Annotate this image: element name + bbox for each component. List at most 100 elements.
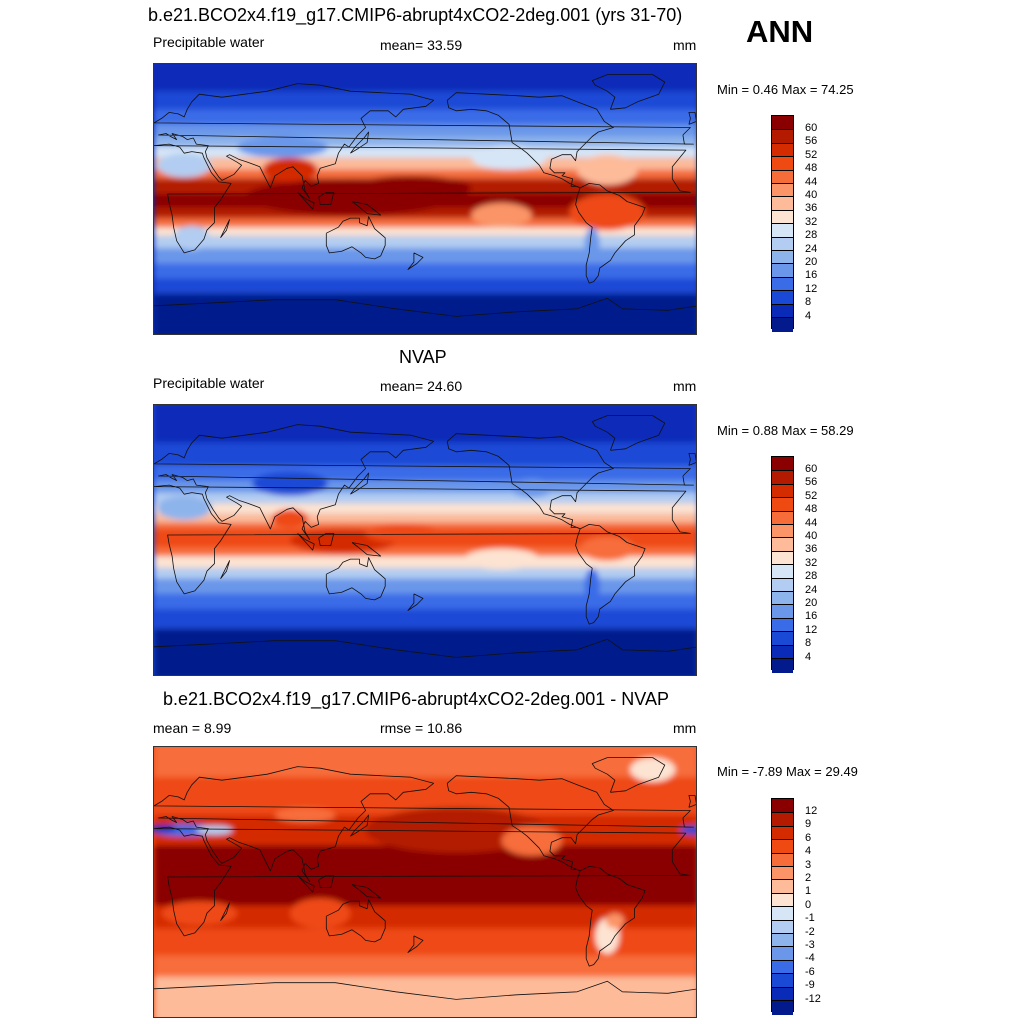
colorbar-tick-label: 44 bbox=[805, 175, 818, 188]
colorbar-tick-label: 36 bbox=[805, 543, 818, 556]
panel-model-map bbox=[153, 63, 697, 335]
colorbar-swatch bbox=[772, 631, 793, 647]
field-blob bbox=[252, 471, 328, 496]
colorbar-box bbox=[771, 456, 794, 673]
field-band bbox=[154, 442, 696, 466]
coastline-path bbox=[154, 638, 696, 658]
colorbar-swatch bbox=[772, 591, 793, 606]
colorbar-swatch bbox=[772, 866, 793, 881]
coastline-path bbox=[297, 875, 315, 893]
field-band bbox=[154, 169, 696, 179]
colorbar-swatch bbox=[772, 550, 793, 566]
colorbar-tick-label: -1 bbox=[805, 912, 815, 925]
panel-obs-variable-label: Precipitable water bbox=[153, 375, 265, 391]
colorbar-tick-label: 20 bbox=[805, 255, 818, 268]
colorbar-tick-label: 40 bbox=[805, 529, 818, 542]
panel-obs-minmax: Min = 0.88 Max = 58.29 bbox=[717, 423, 854, 438]
colorbar-swatch bbox=[772, 825, 793, 841]
colorbar-swatch bbox=[772, 604, 793, 620]
colorbar-swatch bbox=[772, 497, 793, 513]
coastline-path bbox=[325, 216, 386, 260]
coastline-path bbox=[154, 826, 691, 937]
coastline-path bbox=[688, 453, 696, 466]
field-blob bbox=[157, 495, 212, 520]
field-blob bbox=[577, 154, 638, 185]
field-blob bbox=[580, 536, 635, 561]
field-band bbox=[154, 136, 696, 148]
colorbar-swatch bbox=[772, 658, 793, 673]
colorbar-swatch bbox=[772, 510, 793, 526]
colorbar-tick-label: 3 bbox=[805, 858, 812, 871]
coastline-path bbox=[318, 875, 335, 888]
coastline-path bbox=[591, 415, 666, 451]
colorbar-swatch bbox=[772, 879, 793, 895]
colorbar-tick-label: 44 bbox=[805, 516, 818, 529]
colorbar-swatch bbox=[772, 156, 793, 172]
colorbar-tick-label: 52 bbox=[805, 489, 818, 502]
field-blob bbox=[471, 203, 532, 228]
colorbar-tick-label: 48 bbox=[805, 503, 818, 516]
colorbar-swatch bbox=[772, 250, 793, 265]
coastline-path bbox=[318, 192, 335, 205]
colorbar-tick-label: 28 bbox=[805, 570, 818, 583]
field-blob bbox=[630, 757, 676, 782]
colorbar-swatch bbox=[772, 986, 793, 1002]
colorbar-swatch bbox=[772, 129, 793, 145]
field-band bbox=[154, 955, 696, 977]
field-band bbox=[154, 109, 696, 125]
colorbar-swatch bbox=[772, 290, 793, 306]
colorbar-swatch bbox=[772, 142, 793, 158]
panel-obs-mean-label: mean= 24.60 bbox=[380, 378, 463, 394]
colorbar-box bbox=[771, 798, 794, 1015]
colorbar-tick-label: 28 bbox=[805, 229, 818, 242]
coastline-path bbox=[575, 866, 646, 967]
colorbar-swatch bbox=[772, 236, 793, 252]
colorbar-tick-label: 24 bbox=[805, 583, 818, 596]
field-blob bbox=[365, 524, 442, 543]
colorbar-swatch bbox=[772, 577, 793, 593]
field-band bbox=[154, 236, 696, 249]
colorbar-tick-label: 12 bbox=[805, 623, 818, 636]
colorbar-tick-label: 52 bbox=[805, 148, 818, 161]
colorbar-tick-label: 2 bbox=[805, 871, 812, 884]
panel-diff-units-label: mm bbox=[673, 720, 697, 736]
colorbar-box bbox=[771, 115, 794, 332]
field-band bbox=[154, 278, 696, 294]
coastline-path bbox=[351, 201, 382, 216]
coastline-path bbox=[591, 757, 666, 793]
field-blob bbox=[569, 193, 646, 231]
field-layer bbox=[154, 405, 696, 675]
field-blob bbox=[274, 807, 336, 823]
coastline-path bbox=[325, 557, 386, 601]
field-blob bbox=[463, 548, 540, 570]
field-band bbox=[154, 976, 696, 1017]
colorbar-tick-label: -3 bbox=[805, 938, 815, 951]
field-band bbox=[154, 218, 696, 228]
colorbar-swatch bbox=[772, 317, 793, 332]
colorbar-tick-label: 4 bbox=[805, 650, 812, 663]
colorbar-tick-label: -2 bbox=[805, 925, 815, 938]
colorbar-tick-label: 36 bbox=[805, 202, 818, 215]
field-band bbox=[154, 513, 696, 523]
colorbar-tick-label: 1 bbox=[805, 885, 812, 898]
colorbar-swatch bbox=[772, 483, 793, 499]
coastlines bbox=[154, 415, 696, 658]
field-band bbox=[154, 293, 696, 334]
colorbar-swatch bbox=[772, 812, 793, 828]
colorbar-swatch bbox=[772, 973, 793, 989]
colorbar-swatch bbox=[772, 644, 793, 660]
panel-obs-units-label: mm bbox=[673, 378, 697, 394]
colorbar-tick-label: 8 bbox=[805, 637, 812, 650]
colorbar-swatch bbox=[772, 933, 793, 948]
panel-obs-map bbox=[153, 404, 697, 676]
field-blob bbox=[237, 136, 328, 158]
coastline-path bbox=[154, 297, 696, 317]
colorbar-swatch bbox=[772, 263, 793, 279]
field-blob bbox=[605, 913, 624, 929]
coastline-path bbox=[325, 899, 386, 943]
colorbar-swatch bbox=[772, 196, 793, 212]
colorbar-tick-label: 16 bbox=[805, 610, 818, 623]
colorbar-tick-label: 0 bbox=[805, 898, 812, 911]
coastline-path bbox=[154, 424, 694, 540]
coastline-path bbox=[688, 112, 696, 125]
